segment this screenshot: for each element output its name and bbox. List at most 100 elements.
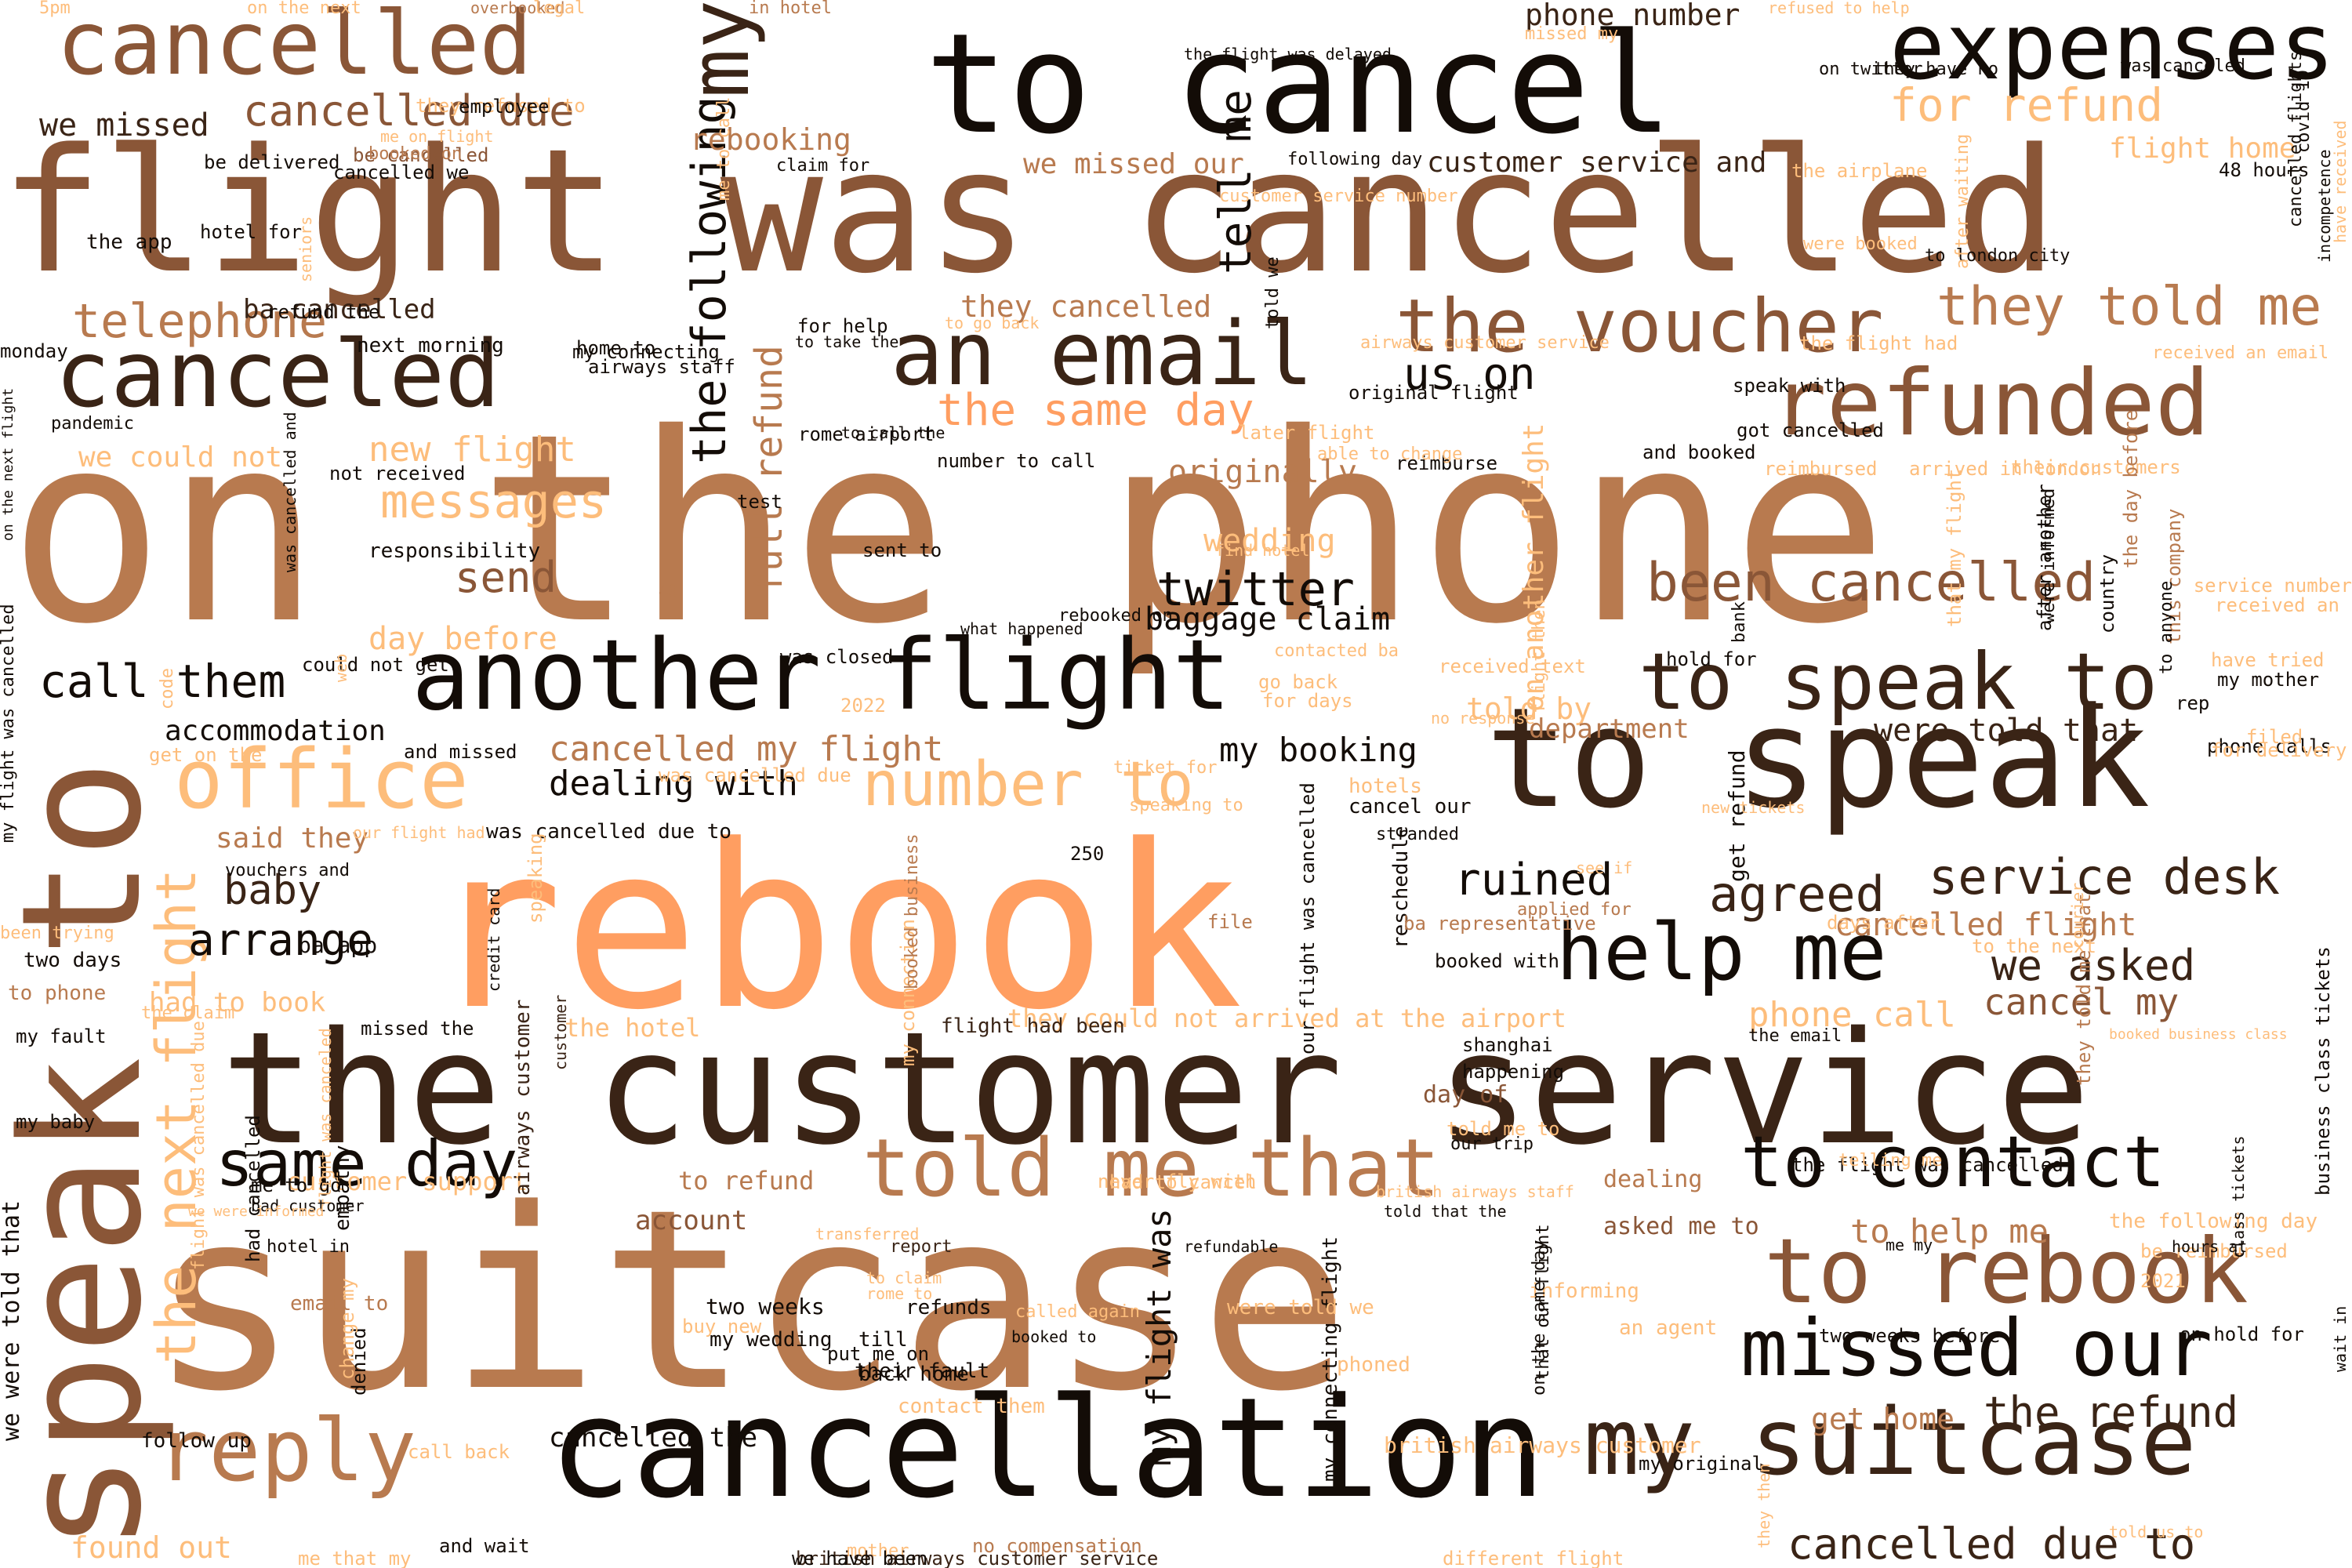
word: the flight was delayed — [1184, 45, 1392, 64]
word: hotels — [1348, 775, 1422, 798]
word: on the next — [247, 0, 361, 18]
word: was closed — [780, 646, 894, 668]
word: file — [1207, 911, 1253, 933]
word: ba cancelled — [243, 294, 436, 325]
word: to help me — [1850, 1212, 2049, 1250]
word: received an — [2215, 594, 2339, 616]
word: to refund — [678, 1166, 815, 1196]
word: on twitter — [1819, 60, 1923, 79]
word: they told me — [1936, 276, 2322, 338]
word: my fault — [16, 1025, 107, 1047]
word: asked me to — [1603, 1213, 1759, 1240]
word: agreed — [1709, 866, 1885, 923]
word: buy new — [682, 1316, 762, 1338]
word: number to — [862, 750, 1194, 820]
word: was canceled — [2121, 56, 2245, 76]
word: claim for — [776, 156, 870, 176]
word: hotel in — [267, 1237, 350, 1257]
word: expenses — [1889, 0, 2336, 100]
word: speak with — [1733, 375, 1846, 397]
word: change my — [336, 1277, 358, 1380]
word: no response — [1431, 709, 1535, 728]
word: to the next — [1972, 935, 2096, 957]
word: said they — [216, 822, 369, 855]
word: called again — [1015, 1302, 1140, 1322]
word: different flight — [1443, 1548, 1624, 1568]
word: able to change — [1317, 445, 1463, 464]
word: we were informed — [188, 1203, 325, 1220]
word: have tried — [2211, 649, 2325, 671]
word: full refund — [747, 345, 791, 594]
word: shanghai — [1462, 1034, 1553, 1056]
word: rome to — [866, 1284, 933, 1303]
word: 250 — [1070, 843, 1105, 865]
word: day before — [368, 621, 557, 657]
word: report — [890, 1237, 953, 1257]
word: flight was cancelled — [0, 113, 2058, 311]
word: call back — [408, 1441, 510, 1463]
word: missed the — [361, 1018, 474, 1040]
word: cancelled flight — [1835, 907, 2137, 943]
word: arrange — [188, 915, 374, 966]
word: an email — [891, 303, 1314, 405]
word: was cancelled and — [281, 412, 299, 572]
word: telling me — [1838, 1151, 1943, 1171]
word: they could not arrived at the airport — [1007, 1004, 1566, 1033]
word: applied for — [1517, 900, 1632, 920]
word: days after — [1827, 912, 1940, 934]
word: cancelled flights — [2286, 50, 2306, 227]
word: on the phone — [8, 379, 1889, 681]
word: canceled — [55, 320, 501, 428]
word: ba representative — [1403, 913, 1596, 935]
word: booked on — [368, 144, 463, 164]
word: british airways customer — [1384, 1432, 1701, 1458]
word: pandemic — [51, 414, 134, 434]
word: monday — [0, 340, 68, 362]
word: ba app — [298, 932, 378, 958]
word: department — [1529, 713, 1690, 745]
word: to contact — [1740, 1121, 2165, 1203]
word: had to book — [149, 987, 326, 1018]
word: we missed — [39, 107, 209, 143]
word: vouchers and — [225, 861, 350, 880]
word: british airways staff — [1376, 1182, 1574, 1201]
word: they refused to — [416, 95, 586, 117]
word: received text — [1439, 655, 1586, 677]
word: were told that — [1874, 713, 2139, 749]
word: go back — [1258, 671, 1338, 693]
word: me to go — [251, 1174, 342, 1196]
word: refundable — [1184, 1237, 1279, 1256]
word: another flight — [412, 619, 1232, 732]
word: booked with — [1435, 950, 1559, 972]
word: ticket for — [1113, 758, 1218, 778]
word: me on flight — [380, 127, 494, 146]
word: rebooked on — [1058, 606, 1173, 626]
word: could not get — [302, 654, 449, 676]
word: cancelled due to — [1788, 1519, 2196, 1568]
word: tell me — [1210, 89, 1261, 274]
word: british airways customer service — [796, 1548, 1159, 1568]
word: overbooked — [470, 0, 565, 17]
word: me to call — [714, 96, 734, 201]
word: web — [332, 653, 350, 682]
word: hotel for — [200, 221, 303, 243]
word: on the same day — [1530, 1240, 1549, 1396]
word: incompetence — [2315, 149, 2334, 263]
word: to go back — [945, 314, 1040, 332]
word: reimbursed — [1764, 458, 1878, 480]
word: told that the — [1384, 1202, 1507, 1221]
word: an agent — [1619, 1316, 1718, 1340]
word: employee — [459, 96, 550, 118]
word: be cancelled — [353, 144, 489, 166]
word: refunds — [906, 1296, 992, 1319]
word: phone number — [1525, 0, 1740, 32]
word: cancelled due — [243, 86, 575, 136]
word: to take the — [795, 332, 899, 351]
word: 48 — [659, 582, 678, 601]
word: credit card — [485, 887, 503, 992]
word: cancelled we — [333, 162, 470, 183]
word: my booking — [1219, 731, 1417, 769]
word: that my flight — [1944, 468, 1965, 627]
word: sent to — [862, 539, 942, 561]
word: find hotel — [1215, 541, 1310, 560]
